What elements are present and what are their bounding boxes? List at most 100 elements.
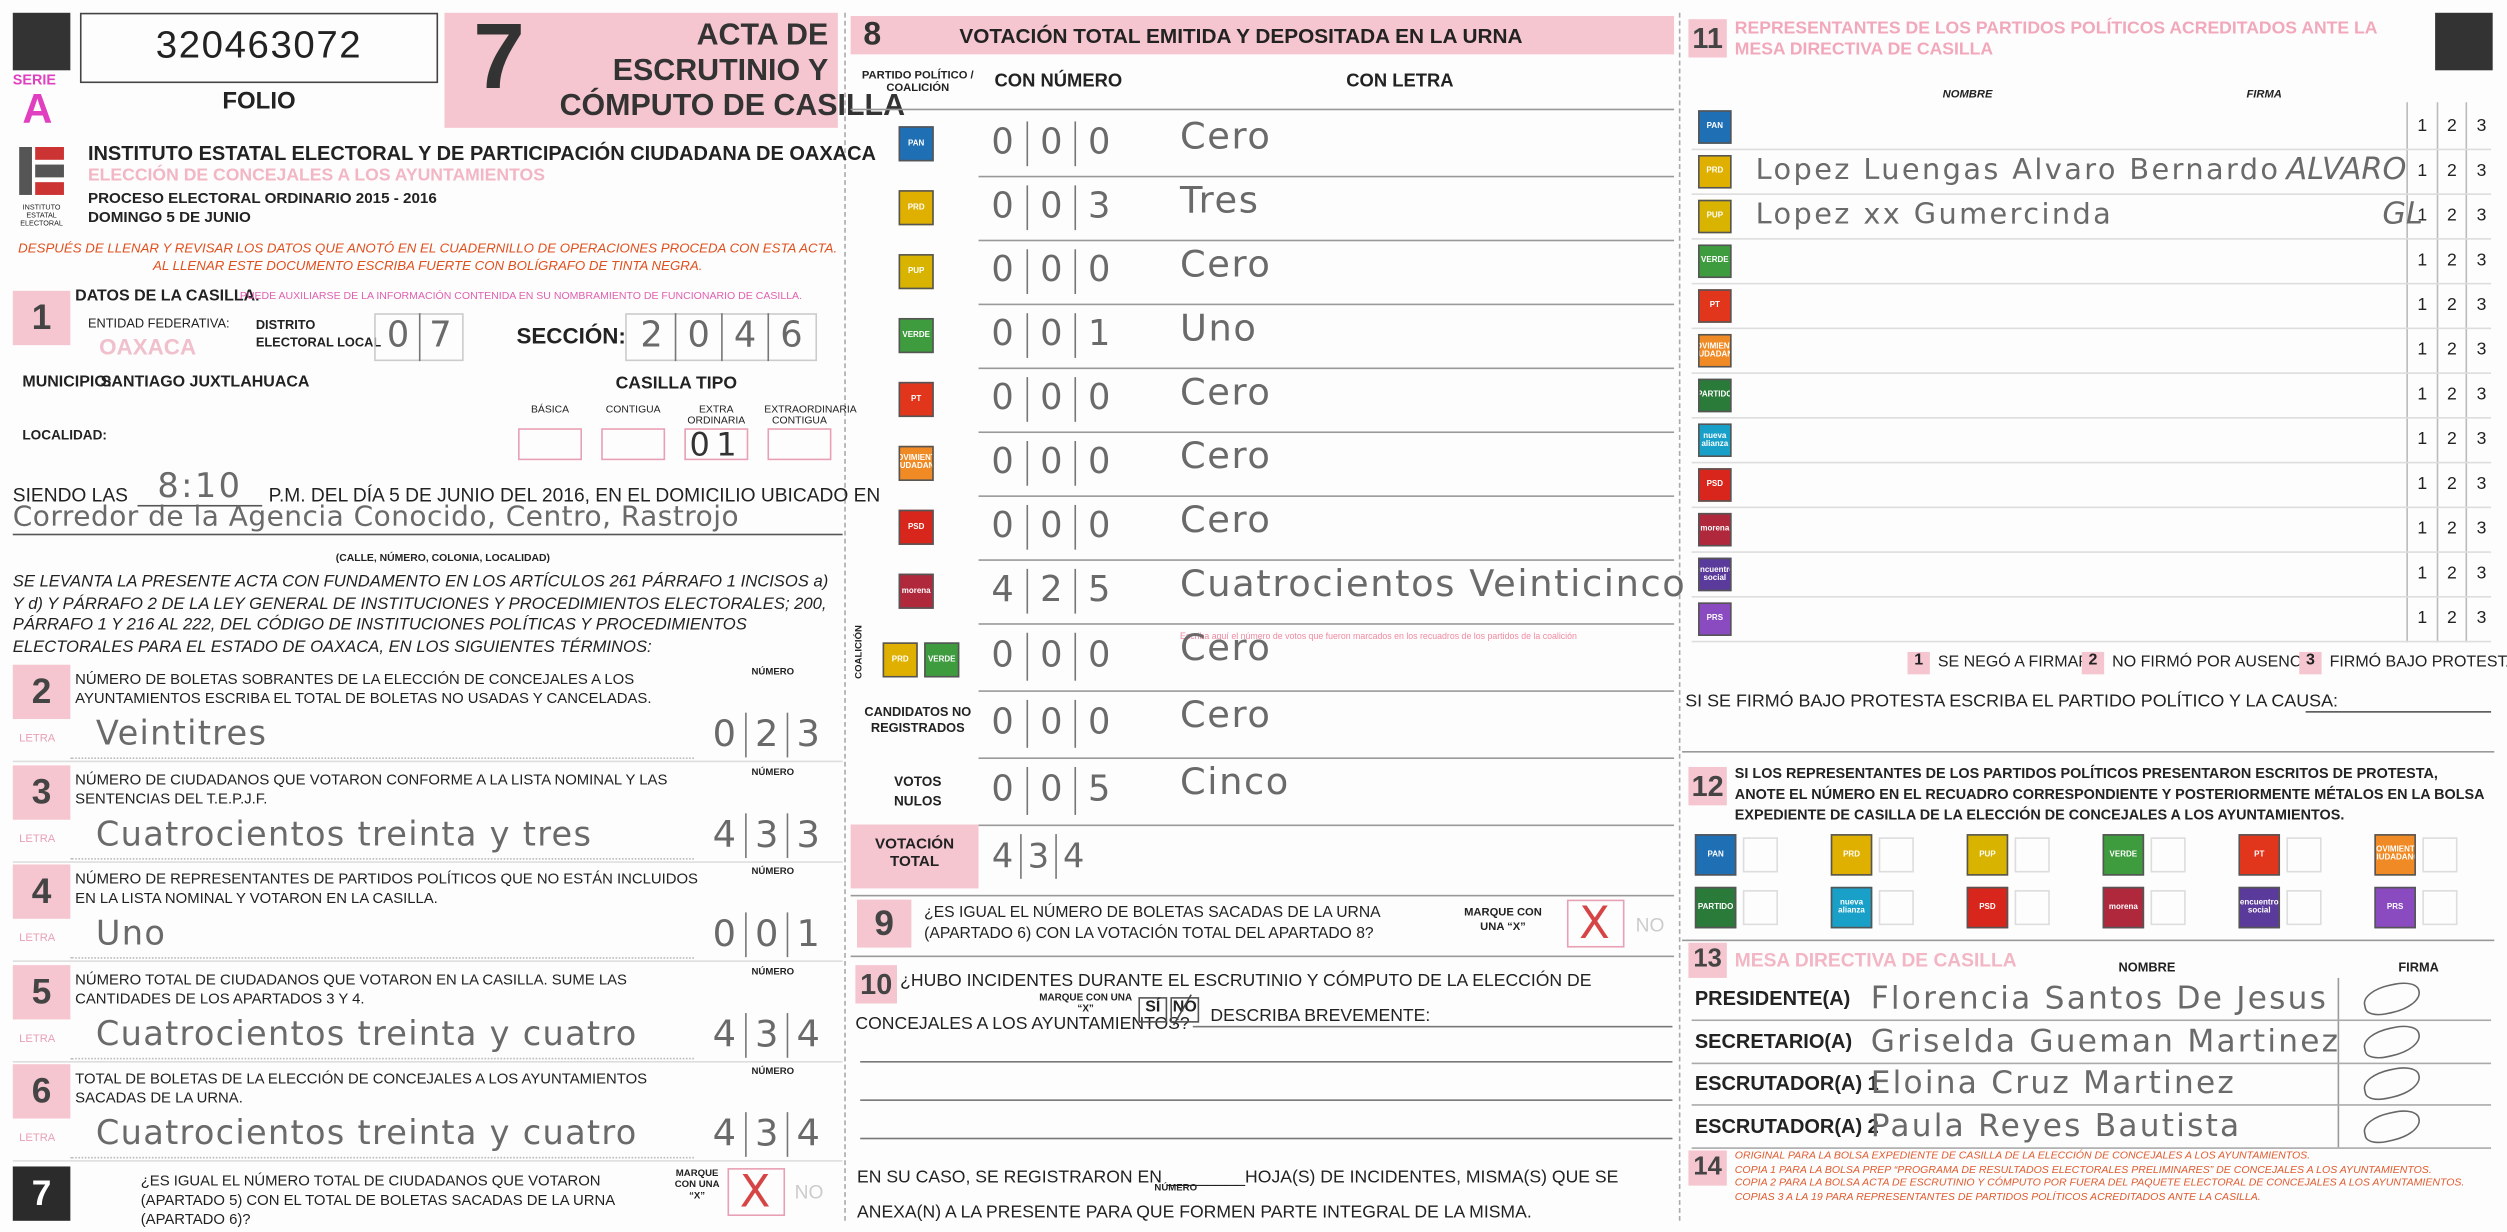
row-divider (1691, 282, 2492, 285)
option-box: NO (1170, 997, 1200, 1023)
section-number: 2 (12, 664, 71, 720)
letter-answer: Cero (1179, 244, 1272, 287)
section-number: 1 (12, 290, 71, 346)
party-logo: PT (2238, 834, 2281, 876)
option-number: 3 (2476, 564, 2487, 584)
row-divider (978, 431, 1675, 434)
field-label: SECCIÓN: (516, 322, 626, 349)
party-logo: VERDE (924, 642, 960, 678)
address-hint: (CALLE, NÚMERO, COLONIA, LOCALIDAD) (335, 552, 550, 565)
section-number: 5 (12, 964, 71, 1019)
section-title: MESA DIRECTIVA DE CASILLA (1734, 949, 2017, 972)
form-title: CÓMPUTO DE CASILLA (559, 89, 906, 124)
party-logo-label: nueva alianza (1701, 430, 1729, 449)
option-number: 1 (2417, 295, 2428, 315)
protest-box (1878, 837, 1914, 873)
field-label: MUNICIPIO: (22, 373, 113, 392)
logo-caption: INSTITUTO ESTATAL ELECTORAL (20, 202, 63, 227)
digit: 0 (991, 442, 1014, 483)
option-number: 3 (2476, 519, 2487, 539)
option-number: 3 (2476, 474, 2487, 494)
digit: 4 (991, 570, 1014, 611)
option-number: 3 (2476, 116, 2487, 136)
column-divider (1678, 12, 1681, 1221)
describe-label: DESCRIBA BREVEMENTE: (1210, 1006, 1431, 1026)
number-label: NÚMERO (751, 767, 795, 778)
protest-box (2150, 890, 2186, 926)
row-label: VOTOS NULOS (893, 773, 942, 809)
party-logo: PAN (1698, 110, 1732, 144)
option-number: 2 (2447, 385, 2457, 405)
party-logo-label: PAN (1707, 849, 1724, 859)
digit: 2 (1026, 568, 1074, 614)
logo-mark (19, 147, 32, 195)
party-logo: VERDE (1698, 244, 1732, 279)
option-number: 3 (2476, 295, 2487, 315)
digit: 0 (991, 635, 1014, 676)
digit: 1 (786, 912, 829, 958)
letter-answer: Cuatrocientos treinta y cuatro (95, 1013, 638, 1053)
party-logo-label: MOVIMIENTO CIUDADANO (2376, 845, 2415, 863)
digit: 0 (1074, 441, 1122, 486)
row-divider (1691, 1019, 2492, 1022)
party-logo-label: PT (2254, 849, 2265, 859)
row-divider (1691, 1146, 2492, 1149)
letter-answer: Cero (1179, 372, 1272, 414)
section-number: 4 (12, 864, 71, 919)
row-divider (1691, 1104, 2492, 1106)
party-logo-label: morena (901, 585, 931, 596)
party-logo-label: PRS (2386, 902, 2404, 912)
option-number: 2 (2447, 250, 2457, 271)
answer-line (70, 757, 694, 760)
letter-label: LETRA (19, 933, 56, 945)
option-number: 2 (2447, 340, 2457, 360)
type-box (518, 428, 582, 461)
digit: 0 (712, 913, 736, 956)
legal-text: SE LEVANTA LA PRESENTE ACTA CON FUNDAMEN… (12, 573, 829, 656)
party-logo-label: VERDE (2109, 849, 2138, 859)
digit: 0 (1074, 504, 1122, 550)
opening-text: P.M. DEL DÍA 5 DE JUNIO DEL 2016, EN EL … (268, 484, 881, 507)
member-role: SECRETARIO(A) (1694, 1029, 1853, 1053)
title-box (444, 12, 838, 128)
protest-box (1742, 890, 1778, 926)
question: TOTAL DE BOLETAS DE LA ELECCIÓN DE CONCE… (75, 1070, 648, 1106)
digit: 4 (786, 1012, 829, 1058)
answer-line (860, 1099, 1673, 1101)
digit: 4 (721, 313, 767, 362)
legend-number: 3 (2299, 651, 2322, 675)
column-label: FIRMA (2398, 960, 2439, 975)
section-text: SI LOS REPRESENTANTES DE LOS PARTIDOS PO… (1734, 765, 2484, 823)
distribution-line: COPIA 2 PARA LA BOLSA ACTA DE ESCRUTINIO… (1734, 1177, 2465, 1190)
party-logo-label: PT (911, 393, 922, 404)
legend-text: SE NEGÓ A FIRMAR (1937, 653, 2090, 672)
party-logo: nueva alianza (1830, 886, 1873, 929)
option-number: 3 (2476, 250, 2487, 271)
row-divider (978, 757, 1675, 760)
protest-box (2286, 837, 2322, 873)
section-hint: PUEDE AUXILIARSE DE LA INFORMACIÓN CONTE… (239, 290, 803, 303)
option-number: 1 (2417, 429, 2428, 450)
option-number: 1 (2417, 519, 2428, 539)
digit: 2 (640, 316, 663, 357)
row-divider (1691, 640, 2492, 643)
party-logo-label: PARTIDO (1697, 902, 1734, 912)
party-logo: PSD (898, 509, 934, 545)
protest-box (2150, 837, 2186, 873)
digit: 4 (712, 1013, 736, 1056)
field-label: DISTRITO (255, 317, 316, 333)
question: ¿ES IGUAL EL NÚMERO DE BOLETAS SACADAS D… (924, 904, 1380, 943)
row-divider (850, 955, 1675, 958)
process: PROCESO ELECTORAL ORDINARIO 2015 - 2016 (87, 190, 437, 208)
logo-mark (35, 147, 64, 160)
column-label: PARTIDO POLÍTICO / COALICIÓN (861, 70, 974, 95)
digit: 3 (745, 812, 787, 858)
party-logo: PT (1698, 289, 1732, 323)
row-divider (1691, 551, 2492, 553)
letter-answer: Cuatrocientos treinta y cuatro (95, 1113, 638, 1153)
digit: 0 (991, 770, 1014, 811)
row-divider (978, 824, 1675, 827)
folio-box (79, 12, 439, 84)
option-number: 2 (2447, 429, 2457, 450)
